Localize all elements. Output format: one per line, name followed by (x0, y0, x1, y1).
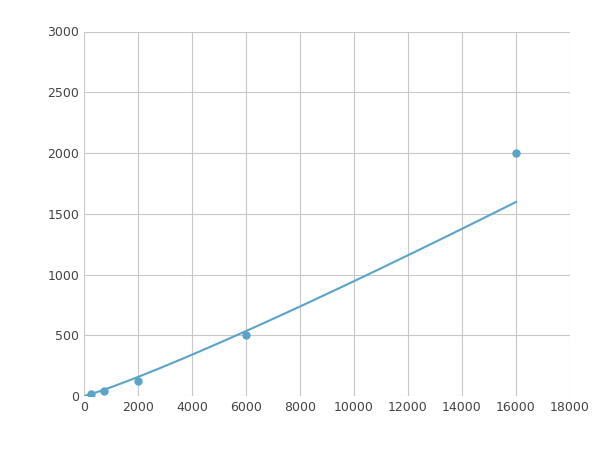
Point (241, 332, 251, 339)
Point (511, 149, 521, 157)
Point (100, 387, 109, 394)
Point (133, 378, 143, 385)
Point (86, 390, 95, 397)
